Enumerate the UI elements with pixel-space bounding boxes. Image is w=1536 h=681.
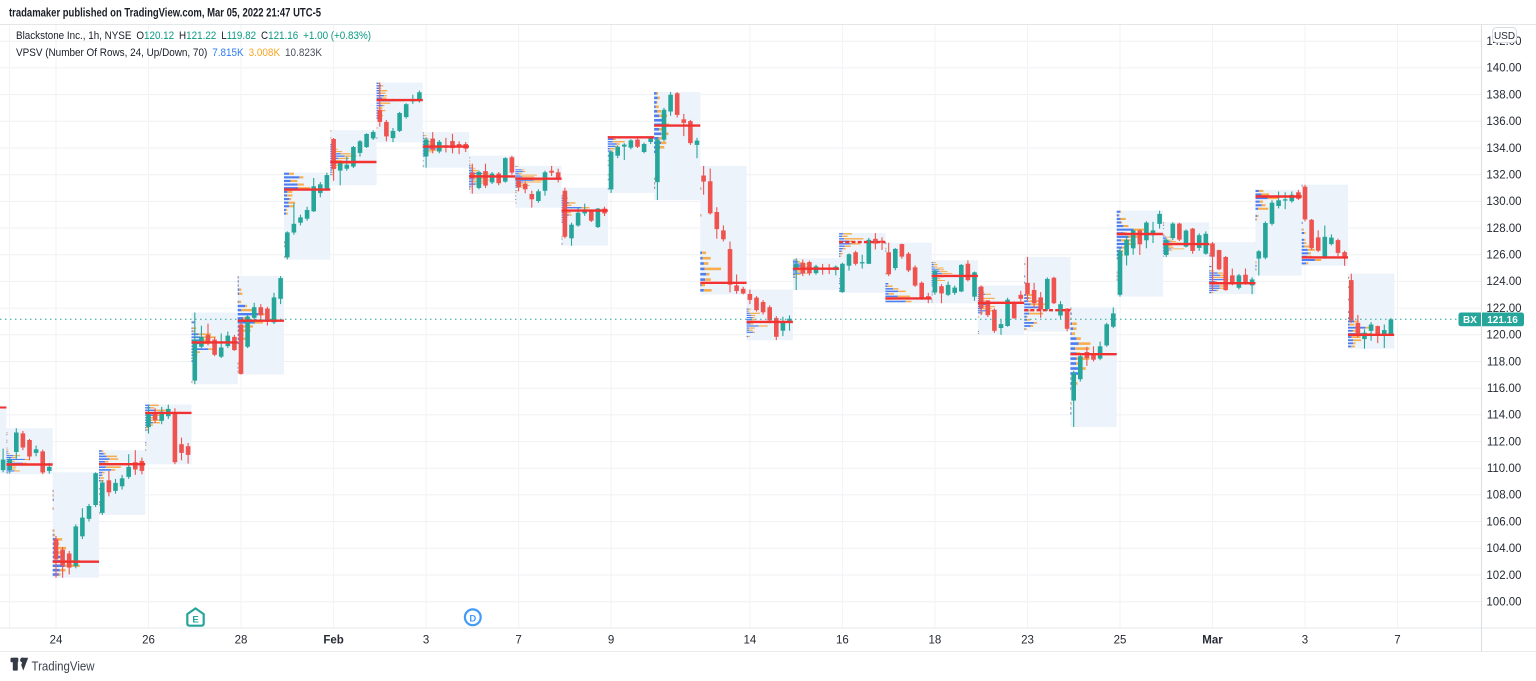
- svg-text:108.00: 108.00: [1486, 490, 1521, 502]
- svg-text:3: 3: [423, 635, 429, 647]
- svg-text:E: E: [192, 615, 198, 626]
- svg-text:102.00: 102.00: [1486, 570, 1521, 582]
- svg-text:D: D: [469, 614, 476, 625]
- svg-text:Mar: Mar: [1202, 635, 1223, 647]
- svg-text:VPSV (Number Of Rows, 24, Up/D: VPSV (Number Of Rows, 24, Up/Down, 70) 7…: [16, 47, 322, 59]
- svg-text:104.00: 104.00: [1486, 543, 1521, 555]
- svg-text:7: 7: [515, 635, 521, 647]
- svg-text:USD: USD: [1494, 31, 1515, 42]
- svg-text:26: 26: [142, 635, 155, 647]
- svg-text:Blackstone Inc., 1h, NYSE O120: Blackstone Inc., 1h, NYSE O120.12 H121.2…: [16, 30, 371, 42]
- svg-text:138.00: 138.00: [1486, 89, 1521, 101]
- svg-text:tradamaker published on Tradin: tradamaker published on TradingView.com,…: [9, 5, 321, 19]
- svg-text:100.00: 100.00: [1486, 597, 1521, 609]
- svg-text:18: 18: [929, 635, 942, 647]
- svg-text:106.00: 106.00: [1486, 516, 1521, 528]
- svg-text:112.00: 112.00: [1487, 436, 1521, 448]
- svg-text:TradingView: TradingView: [32, 658, 96, 673]
- svg-text:16: 16: [836, 635, 849, 647]
- svg-text:120.00: 120.00: [1486, 330, 1521, 342]
- svg-text:25: 25: [1114, 635, 1127, 647]
- svg-text:24: 24: [50, 635, 63, 647]
- svg-text:121.16: 121.16: [1487, 315, 1518, 326]
- svg-text:126.00: 126.00: [1486, 250, 1521, 262]
- svg-text:3: 3: [1302, 635, 1308, 647]
- svg-text:132.00: 132.00: [1486, 170, 1521, 182]
- svg-text:110.00: 110.00: [1487, 463, 1521, 475]
- svg-text:114.00: 114.00: [1487, 410, 1521, 422]
- svg-text:124.00: 124.00: [1486, 276, 1521, 288]
- svg-text:116.00: 116.00: [1487, 383, 1521, 395]
- svg-text:118.00: 118.00: [1487, 356, 1521, 368]
- svg-text:7: 7: [1394, 635, 1400, 647]
- svg-text:9: 9: [608, 635, 614, 647]
- svg-text:136.00: 136.00: [1486, 116, 1521, 128]
- svg-text:134.00: 134.00: [1486, 143, 1521, 155]
- svg-text:140.00: 140.00: [1486, 63, 1521, 75]
- svg-text:130.00: 130.00: [1486, 196, 1521, 208]
- svg-text:122.00: 122.00: [1486, 303, 1521, 315]
- svg-text:23: 23: [1021, 635, 1034, 647]
- svg-text:128.00: 128.00: [1486, 223, 1521, 235]
- svg-text:BX: BX: [1463, 315, 1477, 326]
- svg-text:28: 28: [235, 635, 248, 647]
- svg-text:Feb: Feb: [323, 635, 343, 647]
- svg-text:14: 14: [744, 635, 757, 647]
